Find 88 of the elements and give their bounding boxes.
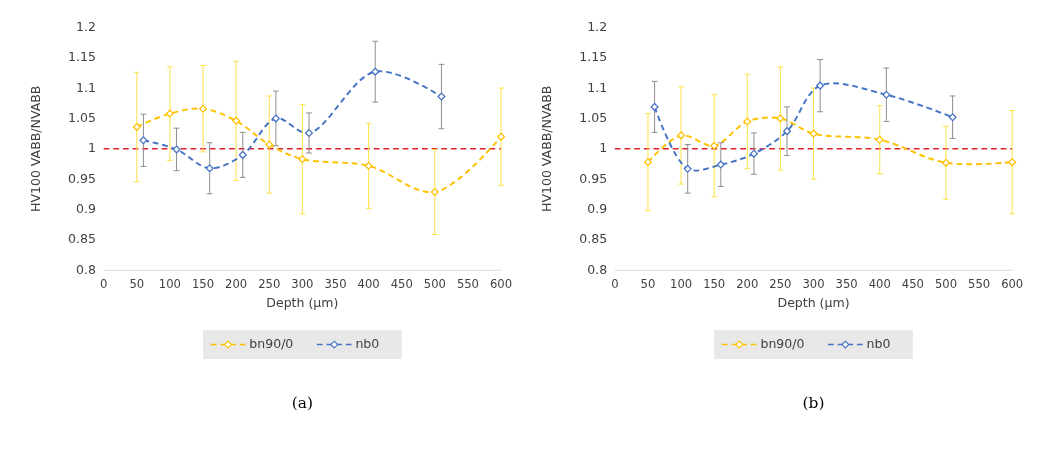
x-tick-label: 450 [390,276,413,291]
x-tick-label: 200 [225,276,248,291]
y-axis-title: HV100 VABB/NVABB [539,85,555,213]
point [364,161,373,170]
x-tick-label: 100 [670,276,693,291]
x-tick-label: 250 [258,276,281,291]
x-tick-label: 350 [835,276,858,291]
y-tick-label: 0.95 [68,170,96,186]
point [743,117,752,126]
point [776,114,785,123]
x-tick-label: 400 [357,276,380,291]
y-tick-label: 0.9 [76,201,97,217]
legend-label: bn90/0 [760,336,805,352]
point [710,141,719,150]
point [683,164,692,173]
point [232,116,241,125]
point [875,135,884,144]
y-tick-label: 1.1 [587,79,608,95]
y-tick-label: 0.8 [76,261,97,277]
y-axis-title: HV100 VABB/NVABB [28,85,44,213]
y-tick-label: 0.95 [579,170,608,186]
x-tick-label: 300 [291,276,314,291]
point [238,150,247,159]
x-tick-label: 100 [158,276,181,291]
point [371,67,380,76]
y-tick-label: 0.85 [68,231,96,247]
x-tick-label: 50 [640,276,656,291]
x-tick-label: 0 [611,276,619,291]
y-tick-label: 1.1 [76,79,96,95]
text: (a) [291,394,313,413]
x-tick-label: 400 [868,276,891,291]
x-tick-label: 600 [1001,276,1024,291]
legend-label: nb0 [355,336,380,352]
point [1008,158,1017,167]
x-tick-label: 500 [423,276,446,291]
y-tick-label: 1.05 [579,109,608,125]
point [437,92,446,101]
point [265,140,274,149]
legend-label: nb0 [866,336,891,352]
y-tick-label: 1 [88,140,96,156]
text: (b) [802,394,825,413]
point [304,129,313,138]
x-tick-label: 50 [129,276,145,291]
y-tick-label: 1 [599,140,608,156]
point [271,114,280,123]
y-tick-label: 1.15 [68,49,96,65]
point [643,158,652,167]
y-tick-label: 0.9 [587,201,608,217]
point [749,149,758,158]
x-tick-label: 600 [490,276,513,291]
point [948,113,957,122]
point [650,102,659,111]
x-axis-title: Depth (µm) [266,294,339,310]
point [430,187,439,196]
x-tick-label: 500 [934,276,958,291]
legend-label: bn90/0 [249,336,294,352]
y-tick-label: 1.2 [76,18,96,34]
x-tick-label: 0 [100,276,108,291]
x-tick-label: 550 [968,276,991,291]
x-tick-label: 150 [192,276,215,291]
point [205,164,214,173]
y-tick-label: 0.8 [587,261,608,277]
x-tick-label: 200 [736,276,759,291]
x-tick-label: 250 [769,276,792,291]
point [677,131,686,140]
y-tick-label: 0.85 [579,231,608,247]
point [199,104,208,113]
x-tick-label: 150 [703,276,726,291]
point [941,158,950,167]
point [298,155,307,164]
point [882,90,891,99]
point [172,145,181,154]
y-tick-label: 1.15 [579,49,608,65]
point [165,109,174,118]
point [809,129,818,138]
point [139,136,148,145]
y-tick-label: 1.2 [587,18,608,34]
point [783,127,792,136]
x-axis-title: Depth (µm) [777,294,850,310]
point [497,132,506,141]
x-tick-label: 450 [901,276,924,291]
point [816,81,825,90]
x-tick-label: 350 [324,276,347,291]
point [716,160,725,169]
x-tick-label: 550 [456,276,479,291]
x-tick-label: 300 [802,276,825,291]
y-tick-label: 1.05 [68,109,96,125]
point [132,122,141,131]
